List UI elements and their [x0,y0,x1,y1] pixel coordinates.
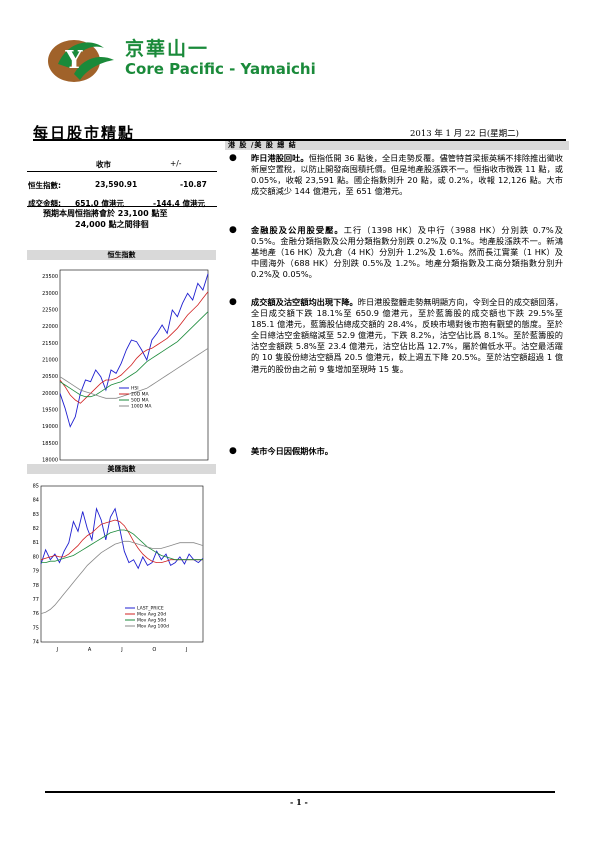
x-tick-label: J [185,647,187,653]
series-line-50d-ma [59,311,209,398]
hsi-change: -10.87 [180,180,207,189]
paragraph-us-market: 美市今日因假期休市。 [251,446,563,457]
series-line-last-price [40,507,204,570]
col-header-close: 收市 [96,160,111,169]
summary-rule [27,171,217,172]
bullet-dot: ● [229,225,237,235]
y-tick-label: 79 [33,569,39,575]
y-tick-label: 77 [33,597,39,603]
y-tick-label: 20500 [42,374,58,380]
hsi-value: 23,590.91 [95,180,138,189]
x-tick-label: A [88,647,92,653]
paragraph-body: 恒指低開 36 點後，全日走勢反覆。儘管特首梁振英稱不排除推出徵收新屋空置稅，以… [251,153,563,197]
plot-frame [59,269,209,461]
legend-label: 100D MA [131,404,152,410]
y-tick-label: 81 [33,540,39,546]
bullet-dot: ● [229,446,237,456]
y-tick-label: 84 [33,498,39,504]
x-tick-label: O [152,647,156,653]
y-tick-label: 76 [33,611,39,617]
hsi-chart-title: 恒生指數 [27,250,216,260]
series-line-20d-ma [59,291,209,404]
forecast-line-2: 24,000 點之間徘徊 [75,220,149,229]
turnover-label: 成交金額: [28,199,61,208]
y-tick-label: 82 [33,526,39,532]
plot-frame [40,485,204,643]
y-tick-label: 74 [33,640,39,646]
series-line-mov-avg-50d [41,529,203,563]
paragraph-lead: 昨日港股回吐。 [251,153,309,163]
series-line-hsi [59,273,209,428]
turnover-change: -144.4 億港元 [153,199,205,208]
dxy-chart-title: 美匯指數 [27,464,216,474]
paragraph-body: 工行（1398 HK）及中行（3988 HK）分別跌 0.7%及 0.5%。金融… [251,225,563,280]
y-tick-label: 80 [33,554,39,560]
y-tick-label: 20000 [42,391,58,397]
y-tick-label: 83 [33,512,39,518]
summary-rule-2 [27,206,217,207]
svg-text:Y: Y [64,45,83,74]
y-tick-label: 78 [33,583,39,589]
paragraph-lead: 成交額及沽空額均出現下降。 [251,297,358,307]
bullet-dot: ● [229,153,237,163]
paragraph-lead: 美市今日因假期休市。 [251,446,333,456]
series-line-100d-ma [59,347,209,399]
legend-label: LAST_PRICE [137,606,164,612]
header-divider [33,139,566,141]
section-hk-us-summary: 港 股 /美 股 總 結 [225,141,569,150]
hsi-chart: 23500 23000 22500 22000 21500 21000 20500 20000… [42,269,209,471]
y-tick-label: 22000 [42,324,58,330]
legend-label: Mov Avg 50d [137,618,166,624]
page-number: - 1 - [290,797,308,807]
y-tick-label: 23000 [42,291,58,297]
company-logo: Y [48,40,114,82]
legend-label: Mov Avg 100d [137,624,169,630]
y-tick-label: 85 [33,484,39,490]
x-tick-label: J [55,647,57,653]
turnover-value: 651.0 億港元 [75,199,124,208]
paragraph-lead: 金融股及公用股受壓。 [251,225,344,235]
paragraph-hk-market: 昨日港股回吐。恒指低開 36 點後，全日走勢反覆。儘管特首梁振英稱不排除推出徵收… [251,153,563,197]
y-tick-label: 75 [33,625,39,631]
paragraph-turnover-short: 成交額及沽空額均出現下降。昨日港股整體走勢無明顯方向，令到全日的成交額回落，全日… [251,297,563,375]
y-tick-label: 21000 [42,358,58,364]
bullet-dot: ● [229,297,237,307]
y-tick-label: 18500 [42,441,58,447]
footer-divider [45,791,555,793]
hsi-label: 恒生指數: [28,181,61,190]
report-title: 每日股市精點 [33,124,136,142]
y-tick-label: 19500 [42,408,58,414]
y-tick-label: 19000 [42,424,58,430]
brand-name-english: Core Pacific - Yamaichi [125,60,316,78]
paragraph-financial-stocks: 金融股及公用股受壓。工行（1398 HK）及中行（3988 HK）分別跌 0.7… [251,225,563,280]
legend-label: 50D MA [131,398,150,404]
brand-name-chinese: 京華山一 [125,38,210,60]
legend-label: Mov Avg 20d [137,612,166,618]
forecast-line-1: 預期本周恒指將會於 23,100 點至 [43,209,168,218]
y-tick-label: 22500 [42,308,58,314]
legend-label: 20D MA [131,392,150,398]
legend-label: HSI [131,386,139,392]
paragraph-body: 昨日港股整體走勢無明顯方向，令到全日的成交額回落，全日成交額下跌 18.1%至 … [251,297,563,374]
series-line-mov-avg-100d [40,540,204,614]
y-tick-label: 23500 [42,274,58,280]
y-tick-label: 18000 [42,458,58,464]
y-tick-label: 21500 [42,341,58,347]
col-header-change: +/- [170,159,182,168]
x-tick-label: J [120,647,122,653]
report-date: 2013 年 1 月 22 日(星期二) [410,129,519,139]
